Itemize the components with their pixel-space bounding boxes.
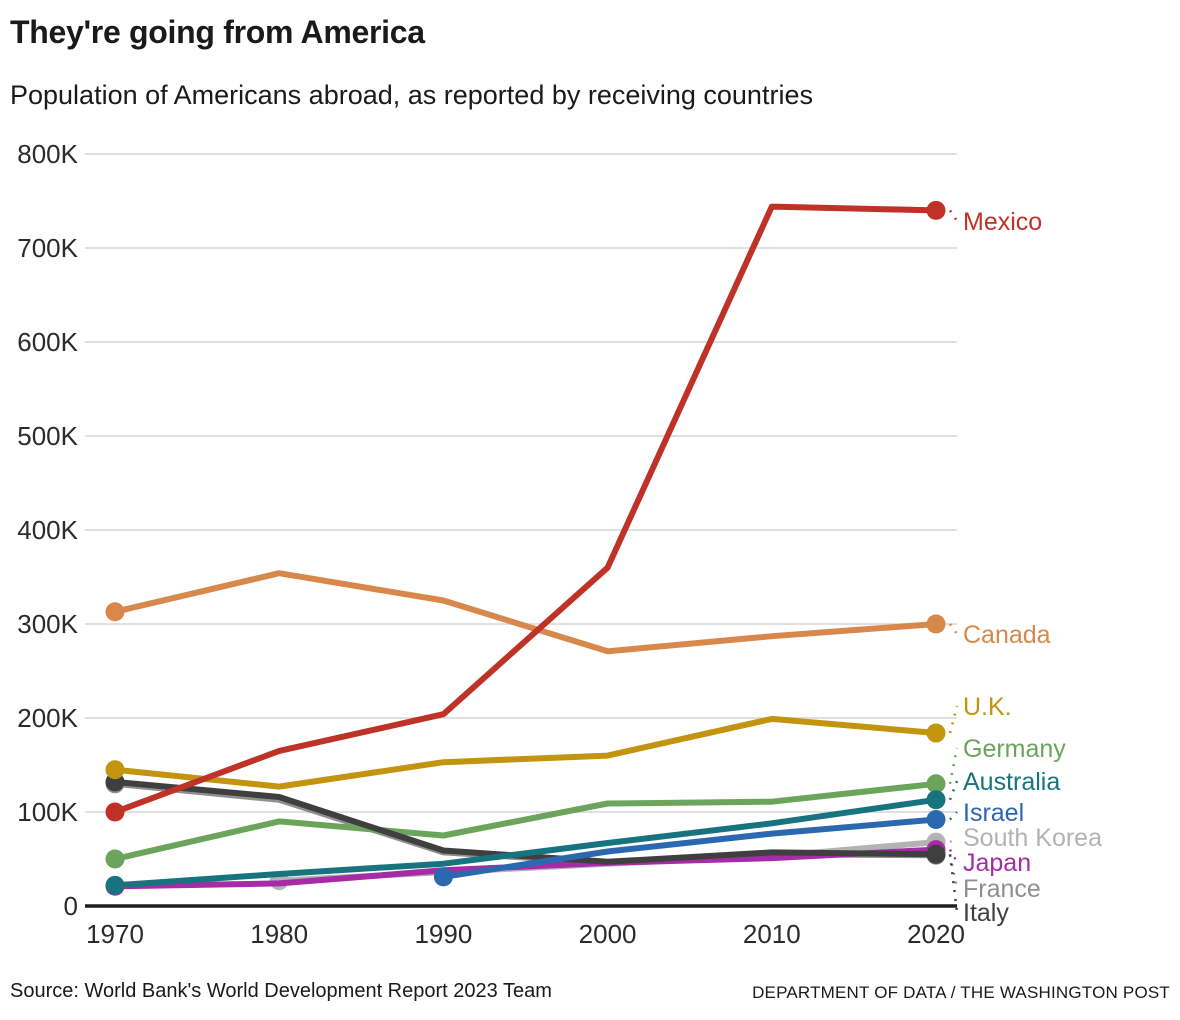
series-line-u-k	[112, 715, 939, 790]
series-label-australia: Australia	[963, 768, 1060, 796]
point-australia-2020	[926, 790, 946, 810]
series-label-france: France	[963, 875, 1041, 903]
chart-svg: 800K 700K 600K 500K 400K 300K 200K 100K 0 1970 198…	[17, 139, 1102, 949]
point-israel-1990	[433, 867, 453, 887]
label-connector-israel	[949, 811, 958, 821]
label-connector-australia	[948, 780, 959, 801]
series-label-japan: Japan	[963, 849, 1031, 877]
point-canada-2020	[926, 614, 946, 634]
series-line-germany	[112, 780, 939, 862]
y-tick-100k: 100K	[17, 797, 78, 827]
y-tick-300k: 300K	[17, 609, 78, 639]
y-tick-400k: 400K	[17, 515, 78, 545]
series-label-germany: Germany	[963, 735, 1066, 763]
y-tick-600k: 600K	[17, 327, 78, 357]
series-label-italy: Italy	[963, 899, 1009, 927]
label-connector-france	[948, 854, 959, 889]
line-chart: 800K 700K 600K 500K 400K 300K 200K 100K 0 1970 198…	[0, 130, 1180, 960]
y-tick-200k: 200K	[17, 703, 78, 733]
y-tick-800k: 800K	[17, 139, 78, 169]
point-germany-1970	[105, 849, 125, 869]
x-tick-1980: 1980	[250, 919, 308, 949]
page-title: They're going from America	[10, 14, 425, 50]
point-israel-2020	[926, 810, 946, 830]
point-germany-2020	[926, 774, 946, 794]
x-tick-2020: 2020	[907, 919, 965, 949]
point-u-k-2020	[926, 723, 946, 743]
point-canada-1970	[105, 602, 125, 622]
x-tick-1990: 1990	[414, 919, 472, 949]
page-subtitle: Population of Americans abroad, as repor…	[10, 80, 813, 110]
series-line-israel	[440, 816, 939, 880]
point-mexico-1970	[105, 802, 125, 822]
label-connector-italy	[948, 854, 959, 913]
series-line-australia	[112, 796, 939, 889]
series-line-mexico	[112, 203, 939, 815]
point-australia-1970	[105, 875, 125, 895]
y-tick-0: 0	[64, 891, 78, 921]
y-tick-700k: 700K	[17, 233, 78, 263]
y-tick-500k: 500K	[17, 421, 78, 451]
label-connector-mexico	[948, 209, 959, 222]
label-connector-u-k	[948, 705, 959, 734]
series-label-israel: Israel	[963, 799, 1024, 827]
series-label-canada: Canada	[963, 621, 1051, 649]
series-label-south-korea: South Korea	[963, 824, 1102, 852]
point-mexico-2020	[926, 200, 946, 220]
label-connector-germany	[948, 747, 959, 785]
source-note: Source: World Bank's World Development R…	[10, 980, 552, 1002]
series-label-mexico: Mexico	[963, 208, 1042, 236]
x-tick-2000: 2000	[579, 919, 637, 949]
point-u-k-1970	[105, 760, 125, 780]
x-tick-2010: 2010	[743, 919, 801, 949]
x-tick-1970: 1970	[86, 919, 144, 949]
point-italy-2020	[926, 844, 946, 864]
credit-note: DEPARTMENT OF DATA / THE WASHINGTON POST	[752, 983, 1170, 1002]
label-connector-canada	[948, 623, 959, 635]
series-label-u-k: U.K.	[963, 693, 1012, 721]
label-connector-south-korea	[949, 835, 958, 844]
series-line-canada	[112, 570, 939, 655]
